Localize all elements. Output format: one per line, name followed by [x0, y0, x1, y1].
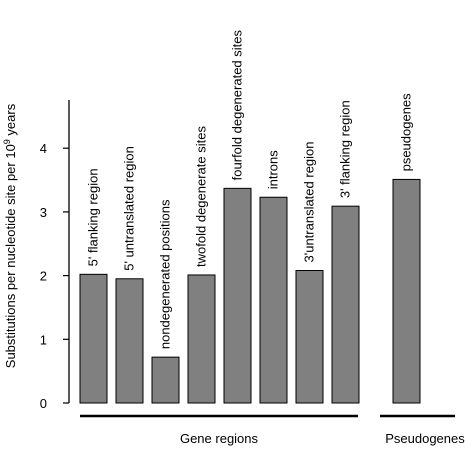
- bar-label: 5' untranslated region: [122, 146, 137, 271]
- bar: [295, 270, 324, 404]
- y-axis-label-prefix: Substitutions per nucleotide site per 10: [3, 144, 18, 368]
- y-tick-label: 4: [40, 141, 47, 156]
- group-label: Gene regions: [180, 431, 259, 446]
- bar: [187, 274, 216, 404]
- bar-label: introns: [266, 150, 281, 190]
- bar: [223, 187, 252, 404]
- bar: [115, 278, 144, 404]
- group-brackets: Gene regions Pseudogenes: [80, 414, 465, 446]
- bar-label: 3' flanking region: [338, 100, 353, 198]
- y-tick-label: 1: [40, 332, 47, 347]
- y-axis-label-suffix: years: [3, 103, 18, 139]
- bar-label: pseudogenes: [399, 93, 414, 172]
- bar: [331, 205, 360, 404]
- y-tick-label: 0: [40, 396, 47, 411]
- bars: [79, 178, 421, 404]
- bar-labels: 5' flanking region 5' untranslated region…: [86, 30, 414, 350]
- bar-label: nondegenerated positions: [158, 199, 173, 349]
- bar-label: 3'untranslated region: [302, 141, 317, 262]
- bar-label: 5' flanking region: [86, 168, 101, 266]
- bar: [79, 273, 108, 404]
- y-axis-label: Substitutions per nucleotide site per 10…: [2, 103, 18, 368]
- bar: [151, 356, 180, 404]
- y-tick-label: 2: [40, 269, 47, 284]
- group-label: Pseudogenes: [385, 431, 465, 446]
- bar: [259, 196, 288, 404]
- y-axis-label-exponent: 9: [2, 139, 12, 144]
- bar: [392, 178, 421, 404]
- y-tick-label: 3: [40, 205, 47, 220]
- bar-label: fourfold degenerated sites: [230, 30, 245, 181]
- bar-label: twofold degenerate sites: [194, 126, 209, 267]
- y-axis: 0 1 2 3 4: [40, 100, 70, 411]
